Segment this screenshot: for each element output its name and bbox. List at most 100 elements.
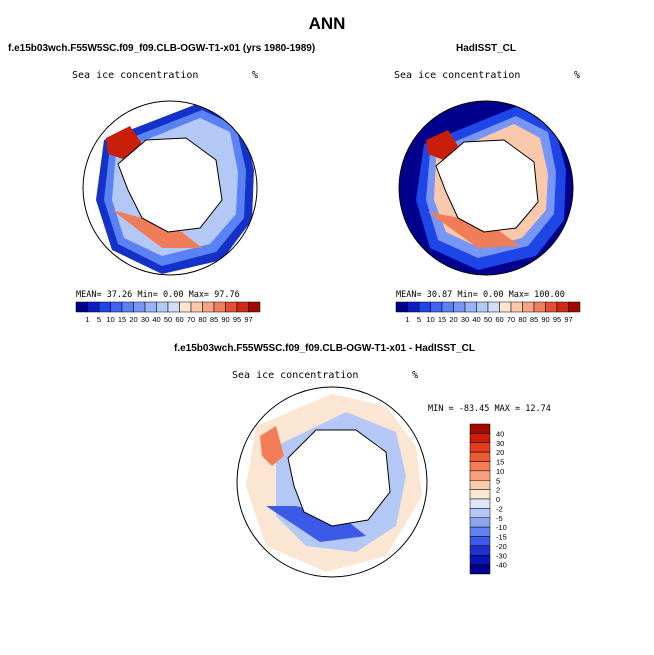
colorbar-swatch (418, 301, 431, 313)
antarctica-outline (435, 139, 539, 233)
colorbar-swatch (144, 301, 157, 313)
colorbar-tick-label: 60 (175, 315, 183, 324)
ice-weddell-high (112, 210, 202, 248)
colorbar-swatch (469, 461, 491, 472)
colorbar-swatch (469, 555, 491, 565)
right-units: % (574, 70, 581, 81)
left-case-title: f.e15b03wch.F55W5SC.f09_f09.CLB-OGW-T1-x… (8, 43, 316, 54)
ice-ross-high (426, 130, 458, 160)
colorbar-tick-label: 1 (405, 315, 409, 324)
colorbar-swatch (487, 301, 500, 313)
colorbar-tick-label: 1 (85, 315, 89, 324)
colorbar-swatch (167, 301, 180, 313)
colorbar-swatch (464, 301, 477, 313)
colorbar-swatch (533, 301, 546, 313)
colorbar-swatch (556, 301, 569, 313)
diff-case-title: f.e15b03wch.F55W5SC.f09_f09.CLB-OGW-T1-x… (174, 343, 475, 354)
colorbar-tick-label: 20 (449, 315, 457, 324)
colorbar-tick-label: 85 (210, 315, 218, 324)
right-colorbar: 1 5 10 15 20 30 40 50 60 70 80 85 90 95 97 (395, 301, 581, 324)
colorbar-tick-label: 70 (507, 315, 515, 324)
colorbar-swatch (522, 301, 535, 313)
diff-positive (260, 426, 284, 466)
colorbar-swatch (156, 301, 169, 313)
colorbar-swatch (248, 301, 261, 313)
colorbar-tick-label: 10 (106, 315, 114, 324)
colorbar-tick-label: 5 (417, 315, 421, 324)
left-stats: MEAN= 37.26 Min= 0.00 Max= 97.76 (76, 290, 240, 300)
colorbar-swatch (202, 301, 215, 313)
colorbar-swatch (469, 526, 491, 537)
colorbar-swatch (469, 433, 491, 443)
colorbar-tick-label: 90 (541, 315, 549, 324)
main-title: ANN (308, 14, 346, 33)
colorbar-tick-label: 95 (553, 315, 561, 324)
colorbar-swatch (469, 470, 491, 481)
colorbar-tick-label: 85 (530, 315, 538, 324)
colorbar-swatch (469, 508, 491, 518)
colorbar-swatch (469, 451, 491, 462)
colorbar-swatch (213, 301, 226, 313)
antarctica-outline (287, 429, 391, 527)
colorbar-tick-label: -20 (496, 542, 507, 551)
colorbar-swatch (545, 301, 558, 313)
colorbar-tick-label: 5 (496, 476, 500, 485)
colorbar-swatch (395, 301, 408, 313)
colorbar-swatch (75, 301, 88, 313)
colorbar-swatch (407, 301, 420, 313)
colorbar-swatch (441, 301, 454, 313)
colorbar-tick-label: 30 (141, 315, 149, 324)
colorbar-swatch (469, 480, 491, 490)
colorbar-tick-label: 20 (496, 448, 504, 457)
colorbar-swatch (179, 301, 192, 313)
colorbar-tick-label: 30 (461, 315, 469, 324)
colorbar-swatch (190, 301, 203, 313)
colorbar-swatch (225, 301, 238, 313)
colorbar-tick-label: 70 (187, 315, 195, 324)
colorbar-swatch (469, 423, 491, 434)
colorbar-tick-label: -15 (496, 533, 507, 542)
colorbar-tick-label: 40 (472, 315, 480, 324)
diff-stats: MIN = -83.45 MAX = 12.74 (428, 404, 551, 414)
colorbar-tick-label: 50 (484, 315, 492, 324)
diff-units: % (412, 370, 419, 381)
colorbar-tick-label: 90 (221, 315, 229, 324)
right-map (398, 100, 574, 276)
colorbar-tick-label: 97 (244, 315, 252, 324)
colorbar-tick-label: 40 (496, 429, 504, 438)
colorbar-swatch (568, 301, 581, 313)
colorbar-swatch (510, 301, 523, 313)
colorbar-tick-label: -30 (496, 551, 507, 560)
colorbar-tick-label: -2 (496, 504, 503, 513)
diff-subtitle: Sea ice concentration (232, 370, 359, 381)
colorbar-swatch (236, 301, 249, 313)
colorbar-tick-label: 60 (495, 315, 503, 324)
colorbar-swatch (87, 301, 100, 313)
antarctica-outline (117, 137, 223, 233)
colorbar-tick-label: 40 (152, 315, 160, 324)
colorbar-swatch (110, 301, 123, 313)
colorbar-swatch (469, 442, 491, 453)
colorbar-swatch (121, 301, 134, 313)
colorbar-tick-label: 15 (118, 315, 126, 324)
colorbar-swatch (476, 301, 489, 313)
left-subtitle: Sea ice concentration (72, 70, 199, 81)
colorbar-tick-label: 10 (426, 315, 434, 324)
colorbar-swatch (499, 301, 512, 313)
colorbar-swatch (469, 498, 491, 509)
colorbar-swatch (469, 517, 491, 528)
colorbar-tick-label: 0 (496, 495, 500, 504)
colorbar-swatch (98, 301, 111, 313)
left-colorbar: 1 5 10 15 20 30 40 50 60 70 80 85 90 95 97 (75, 301, 261, 324)
colorbar-tick-label: 2 (496, 486, 500, 495)
left-units: % (252, 70, 259, 81)
colorbar-swatch (469, 536, 491, 547)
colorbar-swatch (133, 301, 146, 313)
colorbar-swatch (469, 489, 491, 500)
colorbar-swatch (430, 301, 443, 313)
colorbar-tick-label: 80 (518, 315, 526, 324)
colorbar-tick-label: 30 (496, 439, 504, 448)
colorbar-tick-label: 5 (97, 315, 101, 324)
colorbar-swatch (469, 564, 491, 575)
